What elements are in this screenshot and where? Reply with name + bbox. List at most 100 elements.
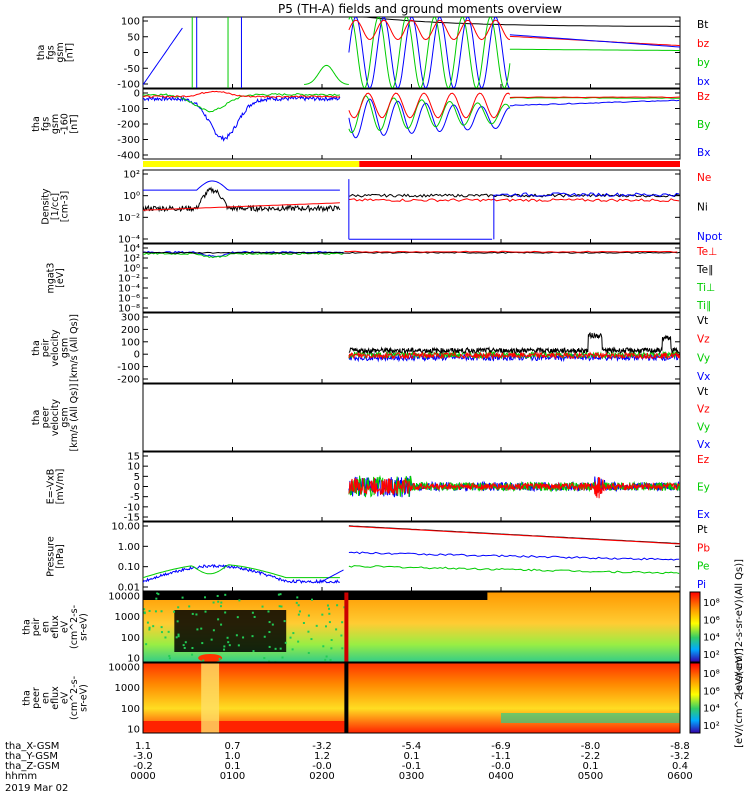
spectrogram-speck [212, 601, 215, 604]
spectrogram-gap [344, 592, 349, 662]
spectrogram-speck [145, 643, 148, 646]
colorbar-label: [eV/(cm^2-s-sr-eV)] [734, 648, 745, 748]
spectrogram-speck [242, 636, 245, 639]
spectrogram-speck [268, 645, 271, 648]
spectrogram-speck [148, 626, 151, 629]
spectrogram-speck [341, 621, 344, 624]
spectrogram-speck [292, 632, 295, 635]
y-tick-label: -10 [124, 502, 140, 513]
series-teperp [344, 250, 678, 253]
colorbar-tick-label: 10⁶ [703, 615, 720, 626]
x-tick-value: -2.2 [581, 751, 601, 762]
legend-entry: Ne [697, 172, 711, 184]
y-tick-label: 10⁻² [118, 274, 140, 285]
spectrogram-speck [268, 631, 271, 634]
spectrogram-speck [274, 647, 277, 650]
spectrogram-speck [330, 639, 333, 642]
x-axis-annotation: tha_X-GSMtha_Y-GSMtha_Z-GSMhhmm1.1-3.0-0… [5, 741, 693, 794]
spectrogram-speck [298, 610, 301, 613]
spectrogram-speck [325, 655, 328, 658]
series-bz [143, 90, 341, 98]
series-vt [348, 331, 680, 355]
x-tick-value: -0.2 [133, 761, 153, 772]
spectrogram-nodata [143, 592, 488, 600]
y-tick-label: -200 [117, 120, 140, 131]
y-tick-label: 10000 [108, 663, 140, 674]
x-tick-value: 0300 [399, 771, 424, 782]
spectrogram-speck [196, 628, 199, 631]
spectrogram-speck [268, 660, 271, 662]
ylabel-line: tha [31, 116, 42, 132]
ylabel-line: peer [31, 687, 42, 709]
legend-entry: Vy [697, 352, 710, 364]
y-tick-label: 0 [134, 482, 140, 493]
panel-content [143, 17, 680, 88]
legend-entry: by [697, 57, 710, 69]
spectrogram-speck [223, 645, 226, 648]
spectrogram-speck [238, 599, 241, 602]
spectrogram-speck [335, 628, 338, 631]
spectrogram-speck [261, 605, 264, 608]
ylabel-line: sr-eV) [79, 684, 90, 712]
ylabel-line: gsm [60, 338, 71, 358]
legend-entry: Pe [697, 561, 709, 573]
y-tick-label: 10⁴ [123, 244, 140, 255]
spectrogram-speck [277, 593, 280, 596]
spectrogram-speck [175, 636, 178, 639]
spectrogram-speck [279, 593, 282, 596]
ylabel-line: eV [60, 691, 71, 704]
y-tick-label: 100 [121, 633, 140, 644]
spectrogram-speck [226, 636, 229, 639]
x-tick-value: 0400 [488, 771, 513, 782]
spectrogram-speck [218, 657, 221, 660]
panel-frame-top [142, 662, 681, 734]
y-tick-label: 10.00 [111, 522, 140, 533]
y-tick-label: -50 [124, 64, 140, 75]
date-label: 2019 Mar 02 [5, 783, 68, 794]
spectrogram-speck [280, 605, 283, 608]
spectrogram-speck [157, 593, 160, 596]
x-tick-value: -3.0 [133, 751, 153, 762]
panel-frame [142, 16, 681, 89]
series-pb [348, 525, 680, 545]
series-bz-osc [348, 92, 511, 119]
spectrogram-speck [295, 601, 298, 604]
panel-content [143, 663, 680, 733]
spectrogram-speck [329, 658, 332, 661]
spectrogram-speck [156, 592, 159, 595]
x-tick-value: 0000 [130, 771, 155, 782]
spectrogram-speck [325, 625, 328, 628]
series-ne-late [348, 198, 680, 203]
y-tick-label: 0 [134, 48, 140, 59]
panel-frame [142, 383, 681, 452]
panel-content [143, 592, 680, 662]
spectrogram-speck [268, 621, 271, 624]
x-tick-value: 0600 [667, 771, 692, 782]
y-tick-label: 0.10 [118, 562, 140, 573]
spectrogram-speck [223, 648, 226, 651]
y-tick-label: 1000 [115, 612, 140, 623]
y-tick-label: 100 [121, 337, 140, 348]
ylabel-line: [km/s (All Qs)] [69, 314, 80, 382]
legend-entry: By [697, 119, 710, 131]
legend-entry: bx [697, 76, 710, 88]
ylabel-line: [km/s (All Qs)] [69, 384, 80, 452]
colorbars-group: 10⁸ 10⁶ 10⁴ 10² [eV/(cm^2-s-sr-eV)(All Qs)] 1… [689, 559, 745, 748]
x-tick-value: 1.2 [314, 751, 330, 762]
ylabel-line: Pressure [45, 536, 56, 577]
spectrogram-speck [307, 651, 310, 654]
spectrogram-speck [181, 596, 184, 599]
spectrogram-speck [160, 610, 163, 613]
y-tick-label: -100 [117, 104, 140, 115]
y-tick-label: 50 [127, 32, 140, 43]
x-tick-value: -6.9 [491, 741, 511, 752]
y-tick-label: 10⁻⁸ [118, 304, 140, 315]
spectrogram-speck [328, 607, 331, 610]
legend-entry: Bz [697, 91, 710, 103]
ylabel-line: peir [41, 339, 52, 358]
series-bx-late [509, 34, 680, 48]
